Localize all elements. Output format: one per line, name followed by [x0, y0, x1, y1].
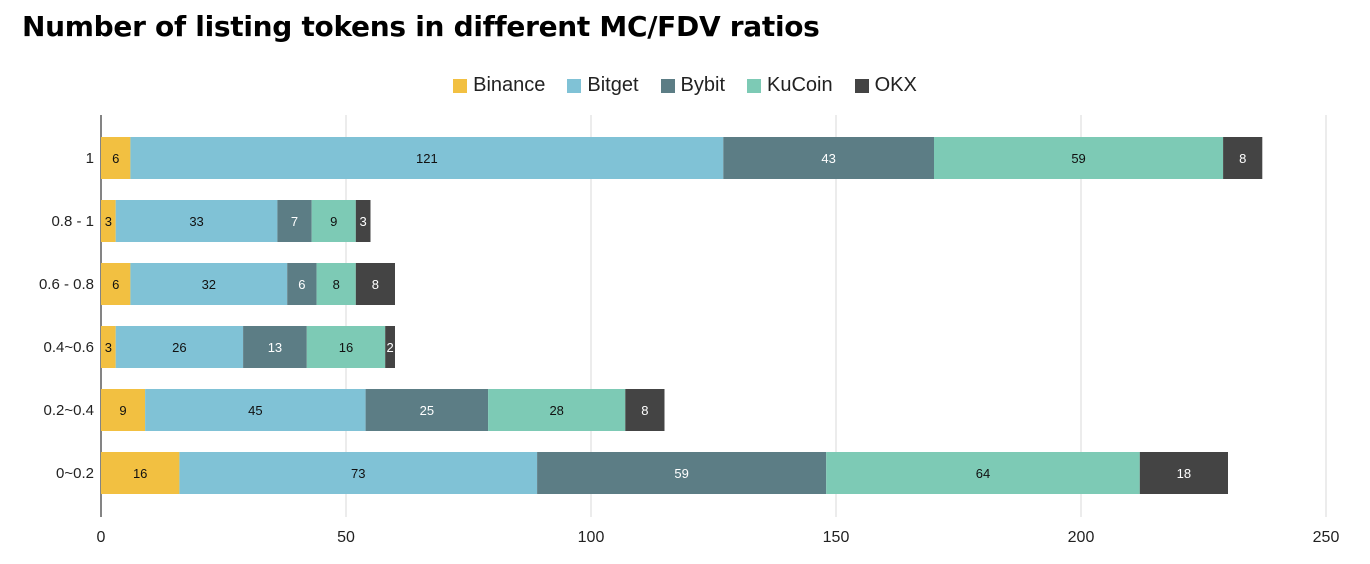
- data-label: 32: [202, 277, 216, 292]
- bar-segment-bybit: [723, 137, 934, 179]
- x-tick-label: 0: [97, 529, 106, 546]
- bar-segment-binance: [101, 326, 116, 368]
- legend-label: KuCoin: [767, 74, 833, 96]
- data-label: 9: [330, 214, 337, 229]
- category-label: 0.2~0.4: [44, 402, 94, 419]
- legend-label: Bybit: [680, 74, 726, 96]
- data-label: 25: [420, 403, 434, 418]
- data-label: 8: [372, 277, 379, 292]
- data-label: 7: [291, 214, 298, 229]
- data-label: 6: [112, 277, 119, 292]
- data-label: 8: [1239, 151, 1246, 166]
- data-label: 6: [298, 277, 305, 292]
- category-label: 0.6 - 0.8: [39, 276, 94, 293]
- bar-segment-okx: [355, 263, 395, 305]
- bar-segment-bybit: [277, 200, 312, 242]
- chart-title: Number of listing tokens in different MC…: [22, 10, 820, 43]
- data-label: 8: [641, 403, 648, 418]
- legend-swatch: [453, 78, 468, 93]
- bar-segment-okx: [1139, 452, 1228, 494]
- data-label: 13: [268, 340, 282, 355]
- legend-item-okx: OKX: [854, 74, 917, 97]
- bar-segment-bitget: [115, 200, 278, 242]
- data-label: 43: [821, 151, 835, 166]
- bar-segment-binance: [101, 389, 146, 431]
- data-label: 59: [1071, 151, 1085, 166]
- x-tick-label: 150: [823, 529, 850, 546]
- legend-swatch: [660, 78, 675, 93]
- bar-segment-bitget: [145, 389, 366, 431]
- bar-segment-bybit: [287, 263, 317, 305]
- bar-segment-bybit: [537, 452, 827, 494]
- data-label: 28: [549, 403, 563, 418]
- bar-segment-okx: [355, 200, 371, 242]
- legend-label: Bitget: [587, 74, 639, 96]
- legend-item-binance: Binance: [453, 74, 545, 97]
- data-label: 121: [416, 151, 438, 166]
- legend-swatch: [747, 78, 762, 93]
- bar-segment-kucoin: [316, 263, 356, 305]
- bar-segment-okx: [625, 389, 665, 431]
- data-label: 6: [112, 151, 119, 166]
- bar-segment-kucoin: [488, 389, 626, 431]
- bar-segment-binance: [101, 452, 180, 494]
- legend-item-kucoin: KuCoin: [747, 74, 833, 97]
- data-label: 3: [105, 340, 112, 355]
- bar-segment-bybit: [365, 389, 489, 431]
- legend-label: OKX: [874, 74, 917, 96]
- data-label: 59: [674, 466, 688, 481]
- data-label: 64: [976, 466, 990, 481]
- bar-segment-bitget: [179, 452, 538, 494]
- data-label: 16: [339, 340, 353, 355]
- data-label: 16: [133, 466, 147, 481]
- chart-legend: Binance Bitget Bybit KuCoin OKX: [0, 74, 1370, 97]
- x-tick-label: 50: [337, 529, 355, 546]
- legend-swatch: [567, 78, 582, 93]
- data-label: 73: [351, 466, 365, 481]
- x-tick-label: 200: [1068, 529, 1095, 546]
- data-label: 2: [386, 340, 393, 355]
- bar-segment-bitget: [130, 263, 288, 305]
- bar-segment-kucoin: [306, 326, 386, 368]
- bar-segment-bybit: [243, 326, 307, 368]
- category-label: 0.8 - 1: [51, 213, 94, 230]
- data-label: 18: [1177, 466, 1191, 481]
- bar-segment-kucoin: [934, 137, 1224, 179]
- category-label: 0~0.2: [56, 465, 94, 482]
- bar-segment-bitget: [115, 326, 244, 368]
- data-label: 45: [248, 403, 262, 418]
- category-label: 0.4~0.6: [44, 339, 94, 356]
- bar-segment-bitget: [130, 137, 724, 179]
- legend-swatch: [854, 78, 869, 93]
- data-label: 8: [333, 277, 340, 292]
- bar-segment-binance: [101, 137, 131, 179]
- bar-segment-binance: [101, 200, 116, 242]
- data-label: 3: [360, 214, 367, 229]
- data-label: 26: [172, 340, 186, 355]
- legend-label: Binance: [473, 74, 546, 96]
- bar-segment-kucoin: [311, 200, 356, 242]
- data-label: 9: [119, 403, 126, 418]
- category-label: 1: [86, 150, 94, 167]
- legend-item-bybit: Bybit: [660, 74, 726, 97]
- data-label: 33: [189, 214, 203, 229]
- bar-segment-okx: [385, 326, 395, 368]
- x-tick-label: 250: [1313, 529, 1340, 546]
- legend-item-bitget: Bitget: [567, 74, 639, 97]
- bar-segment-okx: [1223, 137, 1263, 179]
- data-label: 3: [105, 214, 112, 229]
- bar-segment-binance: [101, 263, 131, 305]
- x-tick-label: 100: [578, 529, 605, 546]
- bar-segment-kucoin: [826, 452, 1140, 494]
